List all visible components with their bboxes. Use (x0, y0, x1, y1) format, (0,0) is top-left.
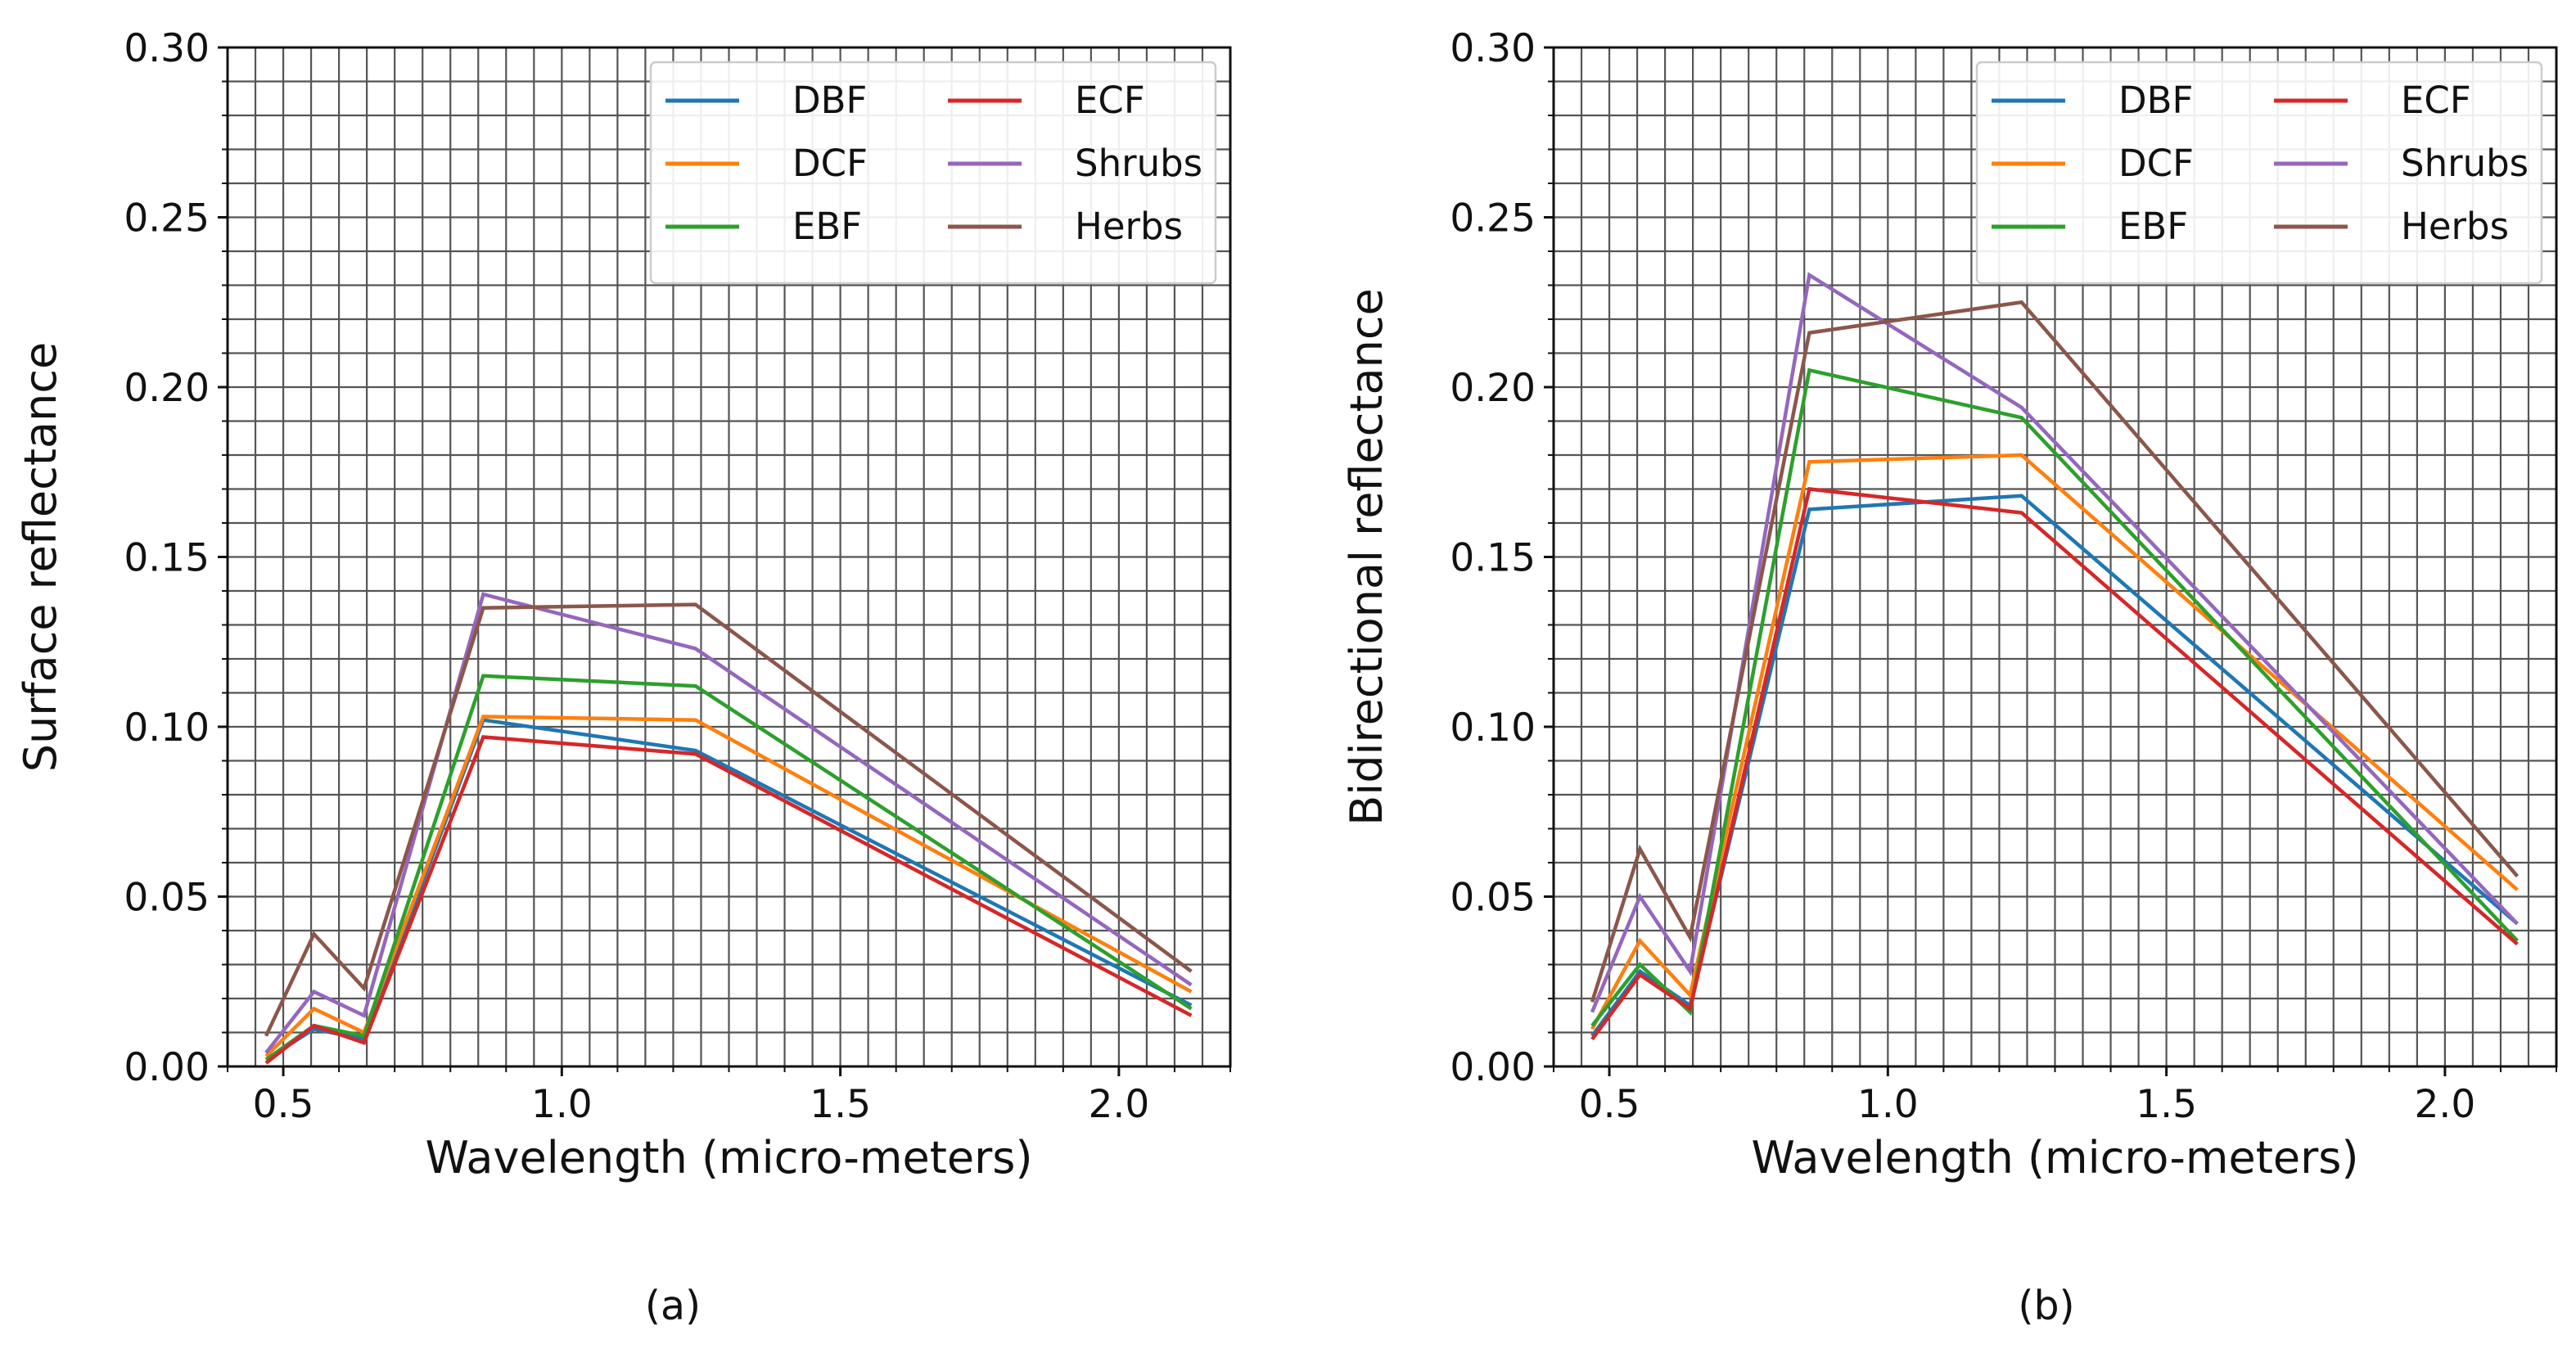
series-line-dcf (1590, 453, 2519, 1030)
x-tick-label: 1.5 (2136, 1082, 2197, 1127)
legend-box (1975, 61, 2543, 285)
y-tick-label: 0.25 (1450, 196, 1536, 241)
series-group (264, 592, 1193, 1065)
legend: DBF DCF EBF ECF Shrubs Herbs (649, 61, 1217, 285)
series-group (1590, 272, 2520, 1041)
legend-label-dbf: DBF (792, 79, 867, 122)
y-tick-label: 0.10 (1450, 706, 1536, 751)
y-tick-label: 0.30 (124, 26, 210, 71)
x-tick-label: 2.0 (1089, 1082, 1150, 1127)
legend-label-ecf: ECF (2401, 79, 2471, 122)
series-line-dcf (264, 715, 1193, 1058)
legend-label-ebf: EBF (2118, 205, 2188, 248)
series-line-dbf (1590, 494, 2519, 1038)
x-tick-label: 1.0 (531, 1082, 593, 1127)
legend-label-herbs: Herbs (2401, 205, 2509, 248)
series-line-ebf (1590, 367, 2520, 1027)
y-tick-label: 0.30 (1450, 26, 1536, 71)
legend-label-dbf: DBF (2118, 79, 2193, 122)
y-tick-label: 0.00 (124, 1045, 210, 1090)
x-tick-label: 1.5 (810, 1082, 871, 1127)
y-tick-label: 0.05 (1450, 876, 1536, 921)
legend-label-dcf: DCF (2118, 142, 2194, 185)
y-tick-label: 0.25 (124, 196, 210, 241)
series-line-shrubs (1590, 272, 2520, 1013)
x-tick-label: 0.5 (1579, 1082, 1640, 1127)
y-tick-label: 0.15 (1450, 536, 1536, 581)
x-tick-label: 0.5 (253, 1082, 314, 1127)
legend-label-shrubs: Shrubs (1075, 142, 1202, 185)
series-line-shrubs (264, 592, 1193, 1054)
series-line-herbs (264, 602, 1193, 1037)
legend-box (649, 61, 1217, 285)
x-axis-label: Wavelength (micro-meters) (425, 1132, 1032, 1183)
y-tick-label: 0.20 (124, 366, 210, 411)
y-axis-label: Bidirectional reflectance (1341, 288, 1392, 826)
grid (226, 46, 1232, 1068)
series-line-herbs (1590, 300, 2520, 1003)
series-line-ecf (264, 735, 1193, 1065)
x-tick-label: 1.0 (1857, 1082, 1919, 1127)
series-line-ecf (1590, 487, 2519, 1041)
y-tick-label: 0.00 (1450, 1045, 1536, 1090)
y-tick-label: 0.15 (124, 536, 210, 581)
panel-caption: (b) (2018, 1283, 2074, 1329)
legend-label-dcf: DCF (792, 142, 868, 185)
panel-caption: (a) (645, 1283, 701, 1329)
legend-label-ebf: EBF (792, 205, 862, 248)
x-tick-label: 2.0 (2415, 1082, 2476, 1127)
x-axis-label: Wavelength (micro-meters) (1751, 1132, 2358, 1183)
chart-panel-b: 0.5 1.0 1.5 2.0 0.00 0.05 0.10 0.15 0.20 0.25 0.30… (1341, 26, 2558, 1329)
chart-panel-a: 0.5 1.0 1.5 2.0 0.00 0.05 0.10 0.15 0.20 0.25 0.30… (15, 26, 1232, 1329)
y-tick-label: 0.05 (124, 876, 210, 921)
legend-label-shrubs: Shrubs (2401, 142, 2529, 185)
legend-label-herbs: Herbs (1075, 205, 1183, 248)
y-tick-label: 0.20 (1450, 366, 1536, 411)
legend-label-ecf: ECF (1075, 79, 1145, 122)
y-tick-label: 0.10 (124, 706, 210, 751)
legend: DBF DCF EBF ECF Shrubs Herbs (1975, 61, 2543, 285)
y-axis-label: Surface reflectance (15, 342, 66, 772)
